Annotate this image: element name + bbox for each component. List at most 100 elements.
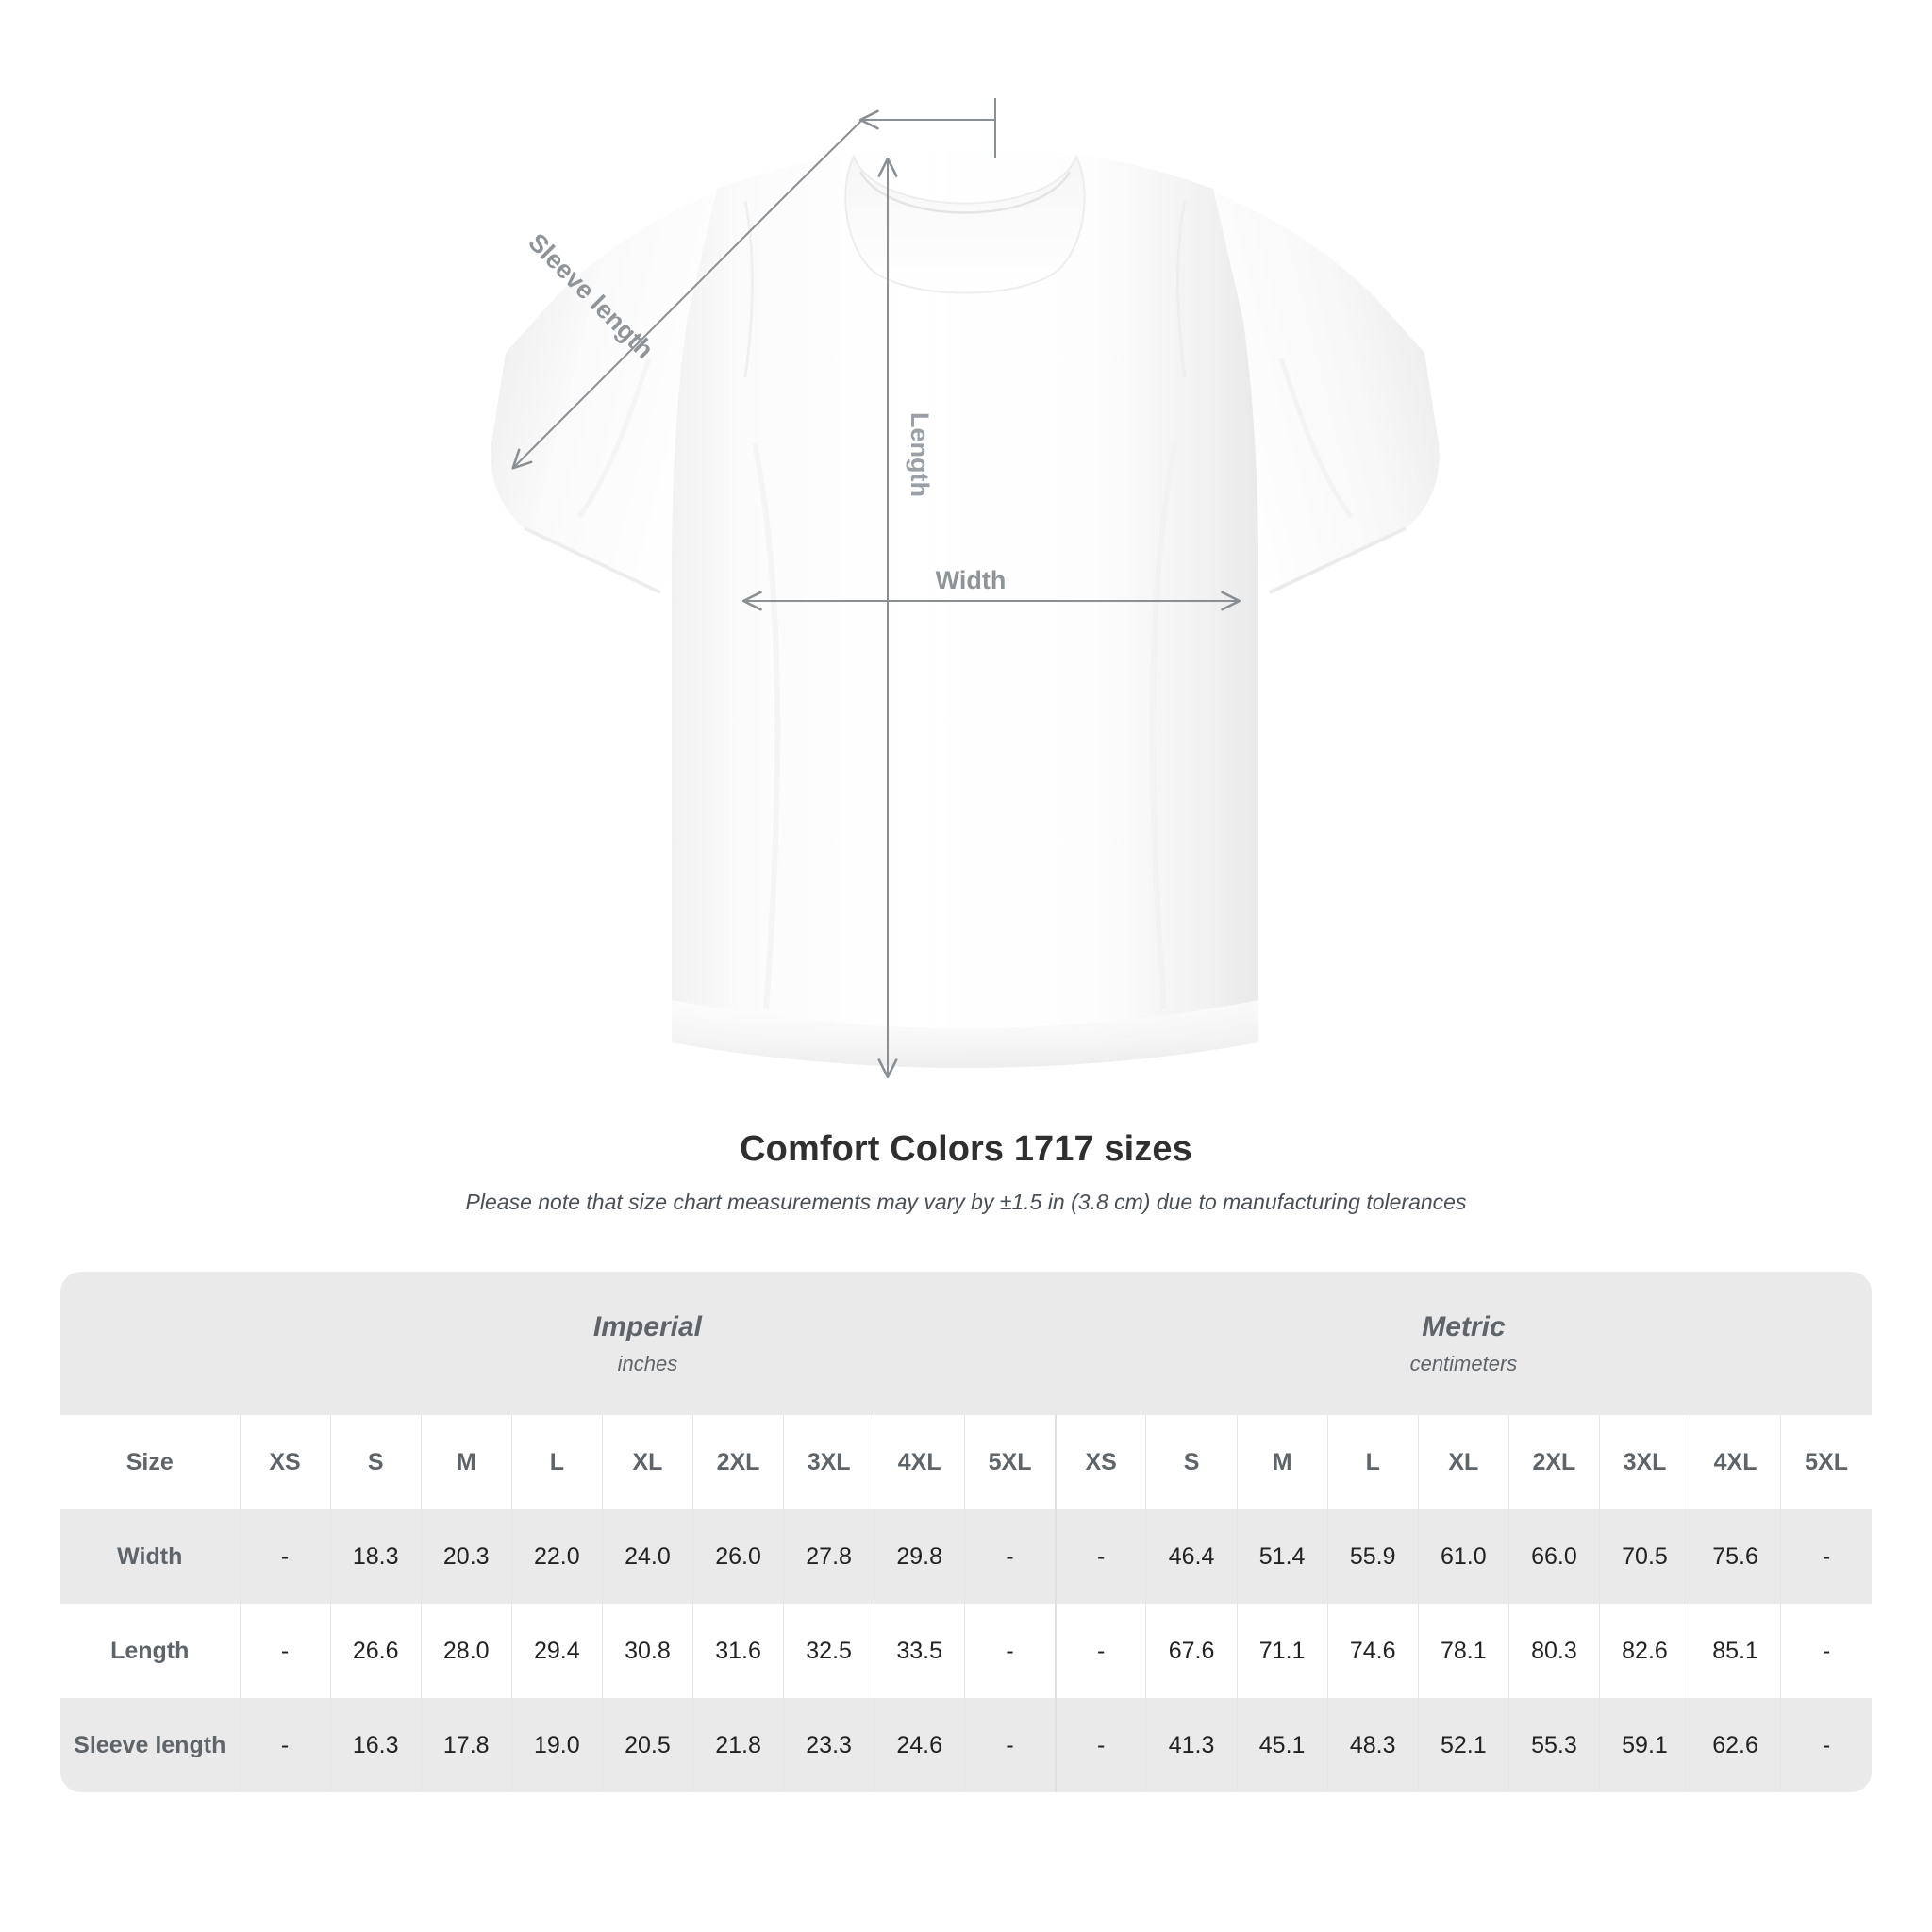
cell-sleeve-metric-4xl: 62.6 [1690,1698,1781,1792]
cell-width-metric-xs: - [1054,1509,1146,1604]
size-header-imperial-5xl: 5XL [964,1415,1056,1509]
unit-header-row: Imperial inches Metric centimeters [60,1272,1872,1415]
tshirt-illustration: Length Width Sleeve length [491,98,1440,1079]
cell-length-metric-s: 67.6 [1145,1604,1238,1698]
cell-sleeve-metric-5xl: - [1780,1698,1872,1792]
size-table: Imperial inches Metric centimeters Size … [60,1272,1872,1792]
cell-length-imperial-m: 28.0 [420,1604,512,1698]
cell-sleeve-imperial-4xl: 24.6 [874,1698,965,1792]
cell-sleeve-metric-3xl: 59.1 [1598,1698,1690,1792]
cell-length-metric-4xl: 85.1 [1690,1604,1781,1698]
cell-width-metric-5xl: - [1780,1509,1872,1604]
cell-sleeve-imperial-5xl: - [964,1698,1056,1792]
cell-length-imperial-l: 29.4 [510,1604,603,1698]
cell-length-metric-5xl: - [1780,1604,1872,1698]
cell-sleeve-imperial-2xl: 21.8 [691,1698,784,1792]
cell-width-metric-2xl: 66.0 [1507,1509,1600,1604]
row-label-sleeve-length: Sleeve length [60,1698,241,1792]
size-header-metric-5xl: 5XL [1780,1415,1872,1509]
size-header-metric-xl: XL [1417,1415,1509,1509]
unit-header-spacer [60,1272,241,1415]
size-header-metric-s: S [1145,1415,1238,1509]
table-row-sleeve-length: Sleeve length - 16.3 17.8 19.0 20.5 21.8… [60,1698,1872,1792]
cell-length-metric-2xl: 80.3 [1507,1604,1600,1698]
cell-width-imperial-4xl: 29.8 [874,1509,965,1604]
cell-sleeve-metric-xl: 52.1 [1417,1698,1509,1792]
sleeve-length-dimension [511,98,996,470]
cell-sleeve-imperial-3xl: 23.3 [783,1698,874,1792]
page-title: Comfort Colors 1717 sizes [740,1129,1192,1169]
cell-width-metric-xl: 61.0 [1417,1509,1509,1604]
cell-width-metric-l: 55.9 [1326,1509,1419,1604]
size-header-imperial-3xl: 3XL [783,1415,874,1509]
width-label: Width [936,566,1007,594]
row-label-length: Length [60,1604,241,1698]
cell-width-imperial-xl: 24.0 [601,1509,693,1604]
cell-width-imperial-5xl: - [964,1509,1056,1604]
size-header-metric-4xl: 4XL [1690,1415,1781,1509]
table-row-length: Length - 26.6 28.0 29.4 30.8 31.6 32.5 3… [60,1604,1872,1698]
cell-sleeve-imperial-s: 16.3 [329,1698,422,1792]
cell-width-imperial-2xl: 26.0 [691,1509,784,1604]
row-label-width: Width [60,1509,241,1604]
size-header-imperial-m: M [420,1415,512,1509]
cell-length-imperial-4xl: 33.5 [874,1604,965,1698]
cell-length-metric-m: 71.1 [1236,1604,1328,1698]
tolerance-note: Please note that size chart measurements… [465,1189,1467,1214]
cell-width-imperial-l: 22.0 [510,1509,603,1604]
cell-sleeve-imperial-xl: 20.5 [601,1698,693,1792]
size-table-wrapper: Imperial inches Metric centimeters Size … [60,1272,1872,1792]
table-row-width: Width - 18.3 20.3 22.0 24.0 26.0 27.8 29… [60,1509,1872,1604]
cell-length-metric-3xl: 82.6 [1598,1604,1690,1698]
size-header-label: Size [60,1415,241,1509]
cell-sleeve-imperial-m: 17.8 [420,1698,512,1792]
size-header-metric-l: L [1326,1415,1419,1509]
cell-sleeve-metric-xs: - [1054,1698,1146,1792]
cell-length-metric-l: 74.6 [1326,1604,1419,1698]
cell-sleeve-metric-2xl: 55.3 [1507,1698,1600,1792]
cell-length-metric-xl: 78.1 [1417,1604,1509,1698]
cell-sleeve-metric-l: 48.3 [1326,1698,1419,1792]
cell-length-imperial-s: 26.6 [329,1604,422,1698]
cell-width-metric-4xl: 75.6 [1690,1509,1781,1604]
cell-width-metric-s: 46.4 [1145,1509,1238,1604]
cell-length-imperial-xs: - [239,1604,331,1698]
cell-width-metric-3xl: 70.5 [1598,1509,1690,1604]
unit-name-imperial: Imperial [592,1311,702,1343]
size-header-imperial-xl: XL [601,1415,693,1509]
size-header-imperial-xs: XS [239,1415,331,1509]
cell-sleeve-imperial-xs: - [239,1698,331,1792]
cell-width-imperial-m: 20.3 [420,1509,512,1604]
sleeve-diagonal-line [511,119,863,470]
unit-name-metric: Metric [1422,1311,1506,1343]
cell-width-metric-m: 51.4 [1236,1509,1328,1604]
cell-width-imperial-3xl: 27.8 [783,1509,874,1604]
cell-sleeve-metric-s: 41.3 [1145,1698,1238,1792]
tshirt-body-shape [491,151,1440,1068]
size-header-imperial-4xl: 4XL [874,1415,965,1509]
cell-length-imperial-2xl: 31.6 [691,1604,784,1698]
size-header-metric-m: M [1236,1415,1328,1509]
chart-heading: Comfort Colors 1717 sizes Please note th… [0,1127,1932,1216]
cell-length-imperial-xl: 30.8 [601,1604,693,1698]
cell-width-imperial-s: 18.3 [329,1509,422,1604]
cell-length-metric-xs: - [1054,1604,1146,1698]
unit-sub-metric: centimeters [1409,1351,1518,1375]
unit-header-imperial: Imperial inches [240,1272,1056,1415]
cell-sleeve-metric-m: 45.1 [1236,1698,1328,1792]
size-header-imperial-s: S [329,1415,422,1509]
size-header-imperial-l: L [510,1415,603,1509]
cell-length-imperial-3xl: 32.5 [783,1604,874,1698]
size-header-metric-2xl: 2XL [1507,1415,1600,1509]
size-header-metric-3xl: 3XL [1598,1415,1690,1509]
cell-sleeve-imperial-l: 19.0 [510,1698,603,1792]
size-header-row: Size XS S M L XL 2XL 3XL 4XL 5XL XS S M … [60,1415,1872,1509]
length-label: Length [906,412,934,497]
unit-sub-imperial: inches [617,1351,678,1375]
cell-length-imperial-5xl: - [964,1604,1056,1698]
unit-header-metric: Metric centimeters [1055,1272,1872,1415]
size-header-imperial-2xl: 2XL [691,1415,784,1509]
size-header-metric-xs: XS [1054,1415,1146,1509]
cell-width-imperial-xs: - [239,1509,331,1604]
